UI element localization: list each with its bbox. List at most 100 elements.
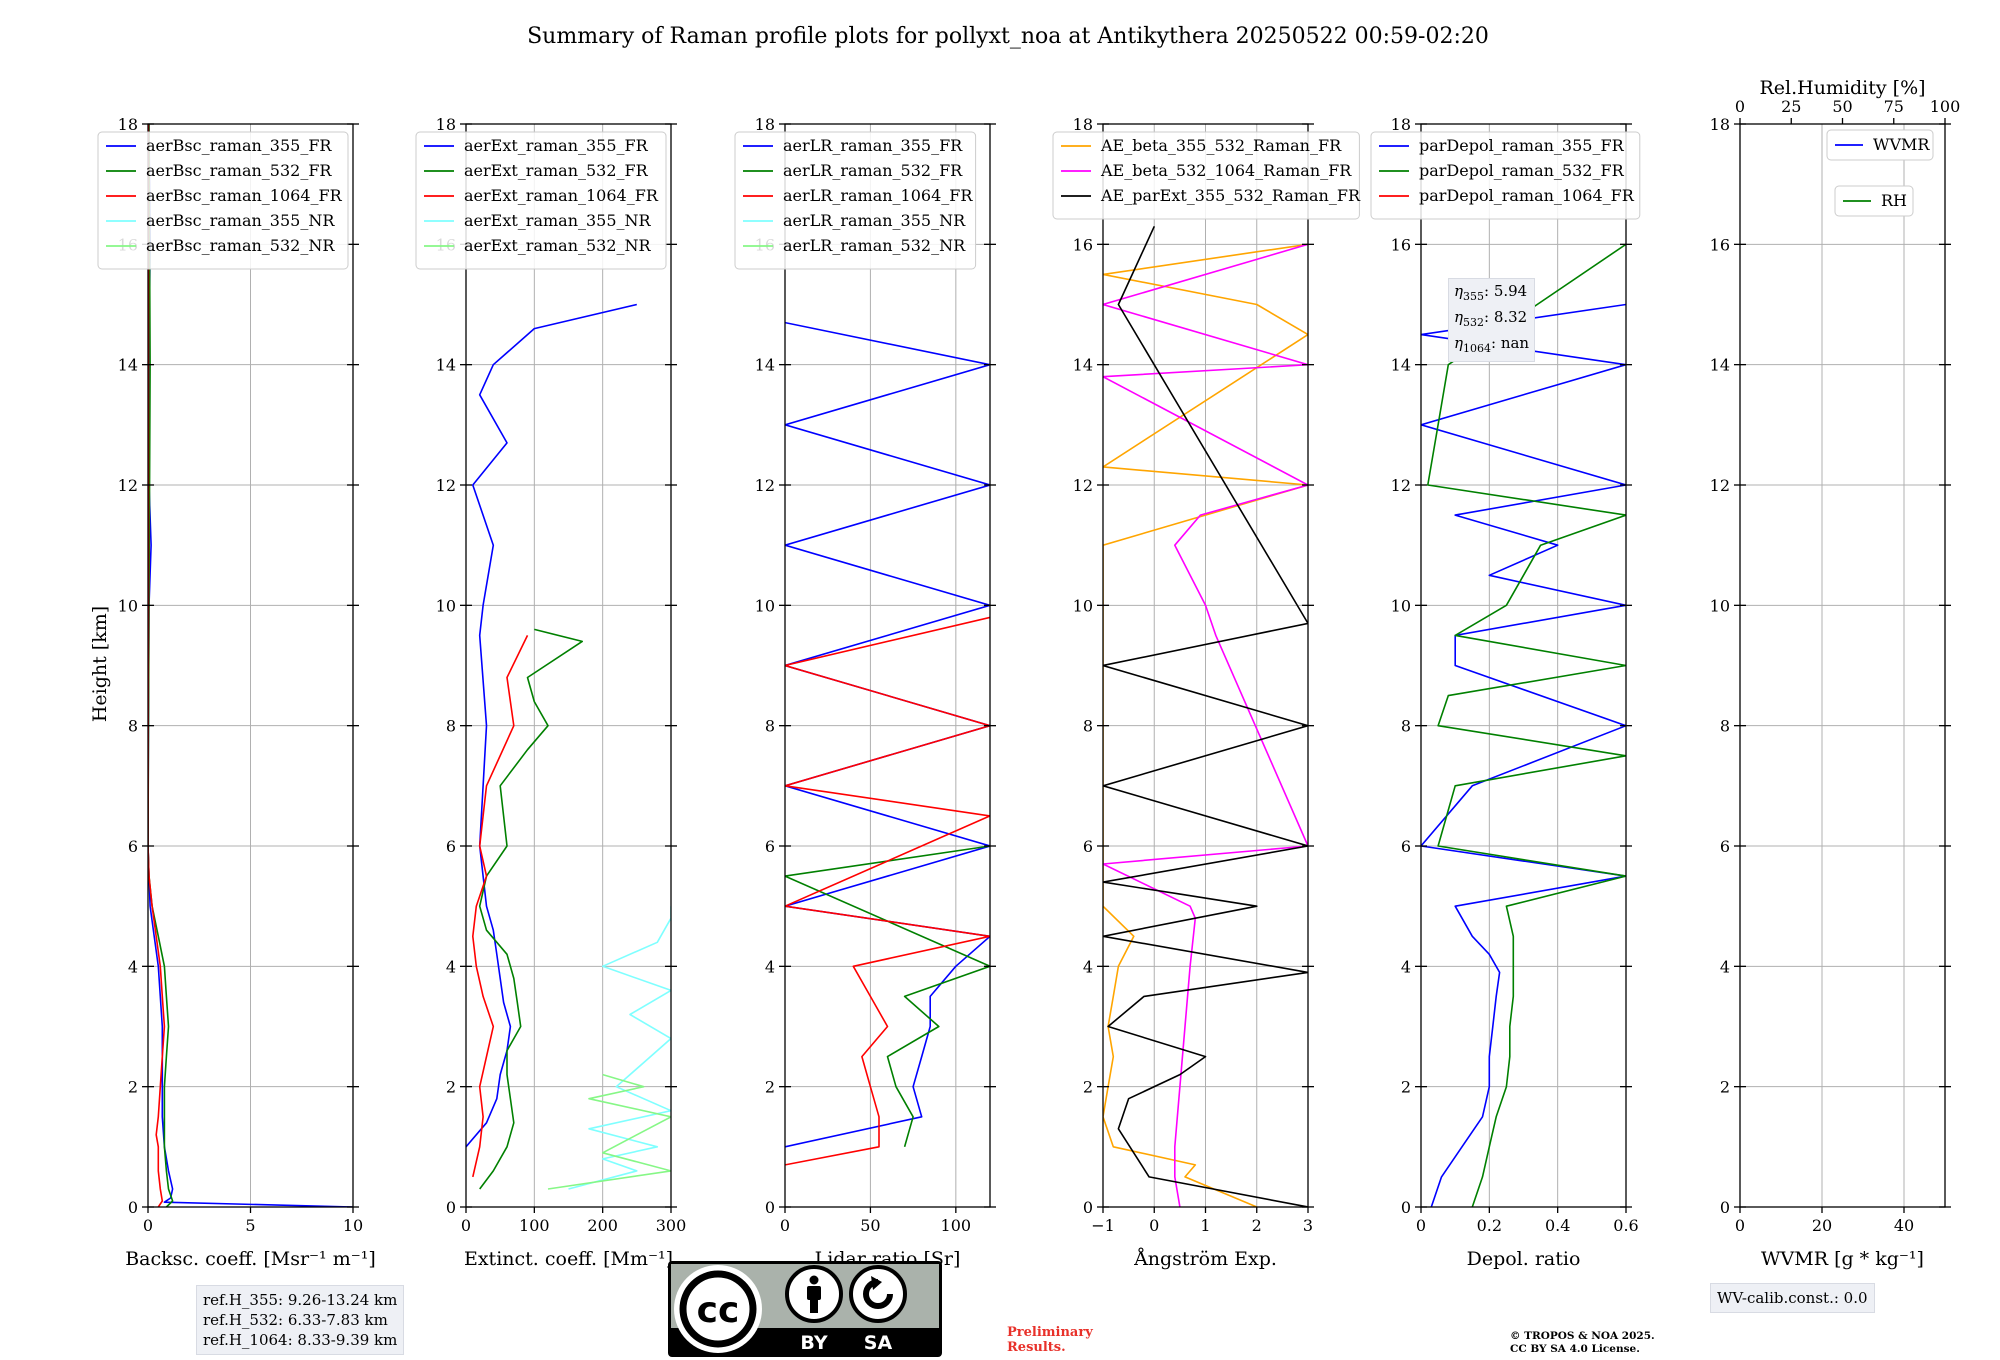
y-tick-label: 2 [1720,1078,1730,1097]
series-line-aerExt_raman_355_NR [568,906,671,1190]
y-tick-label: 8 [128,717,138,736]
y-tick-label: 16 [1073,235,1093,254]
y-tick-label: 18 [436,115,456,134]
copyright-note: © TROPOS & NOA 2025. CC BY SA 4.0 Licens… [1510,1330,1655,1355]
axes-frame [784,123,991,1208]
legend-ae: AE_beta_355_532_Raman_FR AE_beta_532_1064… [1052,131,1361,220]
series-line-parDepol_raman_355_FR [1421,303,1626,1207]
y-tick-label: 2 [765,1078,775,1097]
cc-icon: cc [674,1265,762,1353]
y-tick-label: 8 [446,717,456,736]
y-tick-label: 14 [755,356,775,375]
y-axis-label: Height [km] [89,606,111,722]
cc-by-sa-license-badge[interactable]: cc BY SA [668,1261,942,1357]
y-tick-label: 0 [1083,1198,1093,1217]
axes-frame [465,123,672,1208]
share-alike-icon [849,1265,907,1323]
y-tick-label: 6 [765,837,775,856]
eta-532: η532: 8.32 [1454,308,1528,329]
top-x-tick-label: 50 [1832,97,1852,116]
legend-entry: aerLR_raman_532_NR [783,236,966,255]
eta-1064: η1064: nan [1454,334,1530,355]
eta-box: η355: 5.94 η532: 8.32 η1064: nan [1448,278,1536,362]
y-tick-label: 4 [1720,957,1730,976]
legend-entry: RH [1881,191,1907,210]
legend-entry: aerLR_raman_355_FR [783,136,963,155]
y-tick-label: 12 [755,476,775,495]
x-axis-label-depol: Depol. ratio [1467,1248,1581,1270]
series-line-parDepol_raman_532_FR [1427,243,1626,1207]
y-tick-label: 14 [1073,356,1093,375]
ref-height-1064: ref.H_1064: 8.33-9.39 km [203,1331,398,1349]
legend-entry: aerBsc_raman_355_FR [146,136,332,155]
y-tick-label: 2 [1401,1078,1411,1097]
y-tick-label: 4 [128,957,138,976]
y-tick-label: 4 [765,957,775,976]
panel-wv: 0 2 4 6 8 10 12 14 16 18 0 20 40 WVMR [g * kg⁻¹] 0 25 50… [1710,77,1961,1270]
legend-wv-WVMR: WVMR [1826,129,1934,161]
top-x-tick-label: 75 [1884,97,1904,116]
x-tick-label: 0 [1149,1216,1159,1235]
legend-entry: AE_parExt_355_532_Raman_FR [1100,186,1361,205]
y-tick-label: 12 [436,476,456,495]
legend-entry: aerBsc_raman_532_FR [146,161,332,180]
legend-entry: parDepol_raman_532_FR [1419,161,1625,180]
x-tick-label: 200 [587,1216,618,1235]
legend-bsc: aerBsc_raman_355_FR aerBsc_raman_532_FRae… [97,131,349,270]
y-tick-label: 16 [1391,235,1411,254]
x-tick-label: 50 [860,1216,880,1235]
x-tick-label: 0.4 [1545,1216,1570,1235]
ref-height-355: ref.H_355: 9.26-13.24 km [203,1291,398,1309]
x-tick-label: 0 [780,1216,790,1235]
y-tick-label: 6 [1083,837,1093,856]
panel-bsc: 0246810121416180510Backsc. coeff. [Msr⁻¹… [97,115,376,1270]
y-tick-label: 6 [128,837,138,856]
series-line-AE_parExt_355_532_Raman_FR [1103,225,1308,1207]
y-tick-label: 14 [1710,356,1730,375]
y-tick-label: 8 [1083,717,1093,736]
wv-calibration-box: WV-calib.const.: 0.0 [1710,1283,1875,1313]
y-tick-label: 12 [1710,476,1730,495]
series-line-aerLR_raman_532_FR [785,845,990,1148]
series-line-aerExt_raman_532_FR [478,628,584,1190]
x-tick-label: 0.2 [1477,1216,1502,1235]
legend-entry: aerExt_raman_1064_FR [464,186,659,205]
legend-entry: WVMR [1873,135,1930,154]
y-tick-label: 0 [446,1198,456,1217]
series-line-AE_beta_355_532_Raman_FR [1103,243,1308,1207]
legend-entry: AE_beta_532_1064_Raman_FR [1100,161,1352,180]
legend-entry: aerLR_raman_1064_FR [783,186,973,205]
series-line-AE_beta_532_1064_Raman_FR [1103,243,1308,1207]
x-tick-label: 0 [143,1216,153,1235]
legend-entry: aerBsc_raman_1064_FR [146,186,343,205]
panel-ext: 0246810121416180100200300Extinct. coeff.… [415,115,686,1270]
top-x-tick-label: 25 [1781,97,1801,116]
legend-entry: aerBsc_raman_532_NR [146,236,335,255]
x-tick-label: 0.6 [1613,1216,1638,1235]
y-tick-label: 14 [118,356,138,375]
y-tick-label: 0 [128,1198,138,1217]
legend-entry: AE_beta_355_532_Raman_FR [1100,136,1342,155]
x-tick-label: 100 [941,1216,972,1235]
legend-entry: aerBsc_raman_355_NR [146,211,335,230]
legend-entry: aerExt_raman_532_FR [464,161,649,180]
y-tick-label: 12 [118,476,138,495]
y-tick-label: 4 [446,957,456,976]
legend-entry: aerExt_raman_532_NR [464,236,652,255]
series-line-aerExt_raman_1064_FR [471,635,529,1178]
y-tick-label: 10 [118,596,138,615]
x-axis-label-bsc: Backsc. coeff. [Msr⁻¹ m⁻¹] [125,1248,376,1270]
series-line-aerExt_raman_355_FR [466,303,637,1148]
legend-lr: aerLR_raman_355_FR aerLR_raman_532_FR aerL… [734,131,977,270]
y-tick-label: 6 [1401,837,1411,856]
x-axis-label-wv: WVMR [g * kg⁻¹] [1761,1248,1924,1270]
legend-wv-RH: RH [1834,185,1914,217]
y-tick-label: 10 [755,596,775,615]
x-axis-label-ae: Ångström Exp. [1133,1248,1277,1270]
x-tick-label: 0 [461,1216,471,1235]
y-tick-label: 4 [1083,957,1093,976]
reference-heights-box: ref.H_355: 9.26-13.24 km ref.H_532: 6.33… [196,1285,405,1355]
by-label: BY [800,1332,827,1354]
series-line-aerLR_raman_1064_FR [785,616,990,1166]
